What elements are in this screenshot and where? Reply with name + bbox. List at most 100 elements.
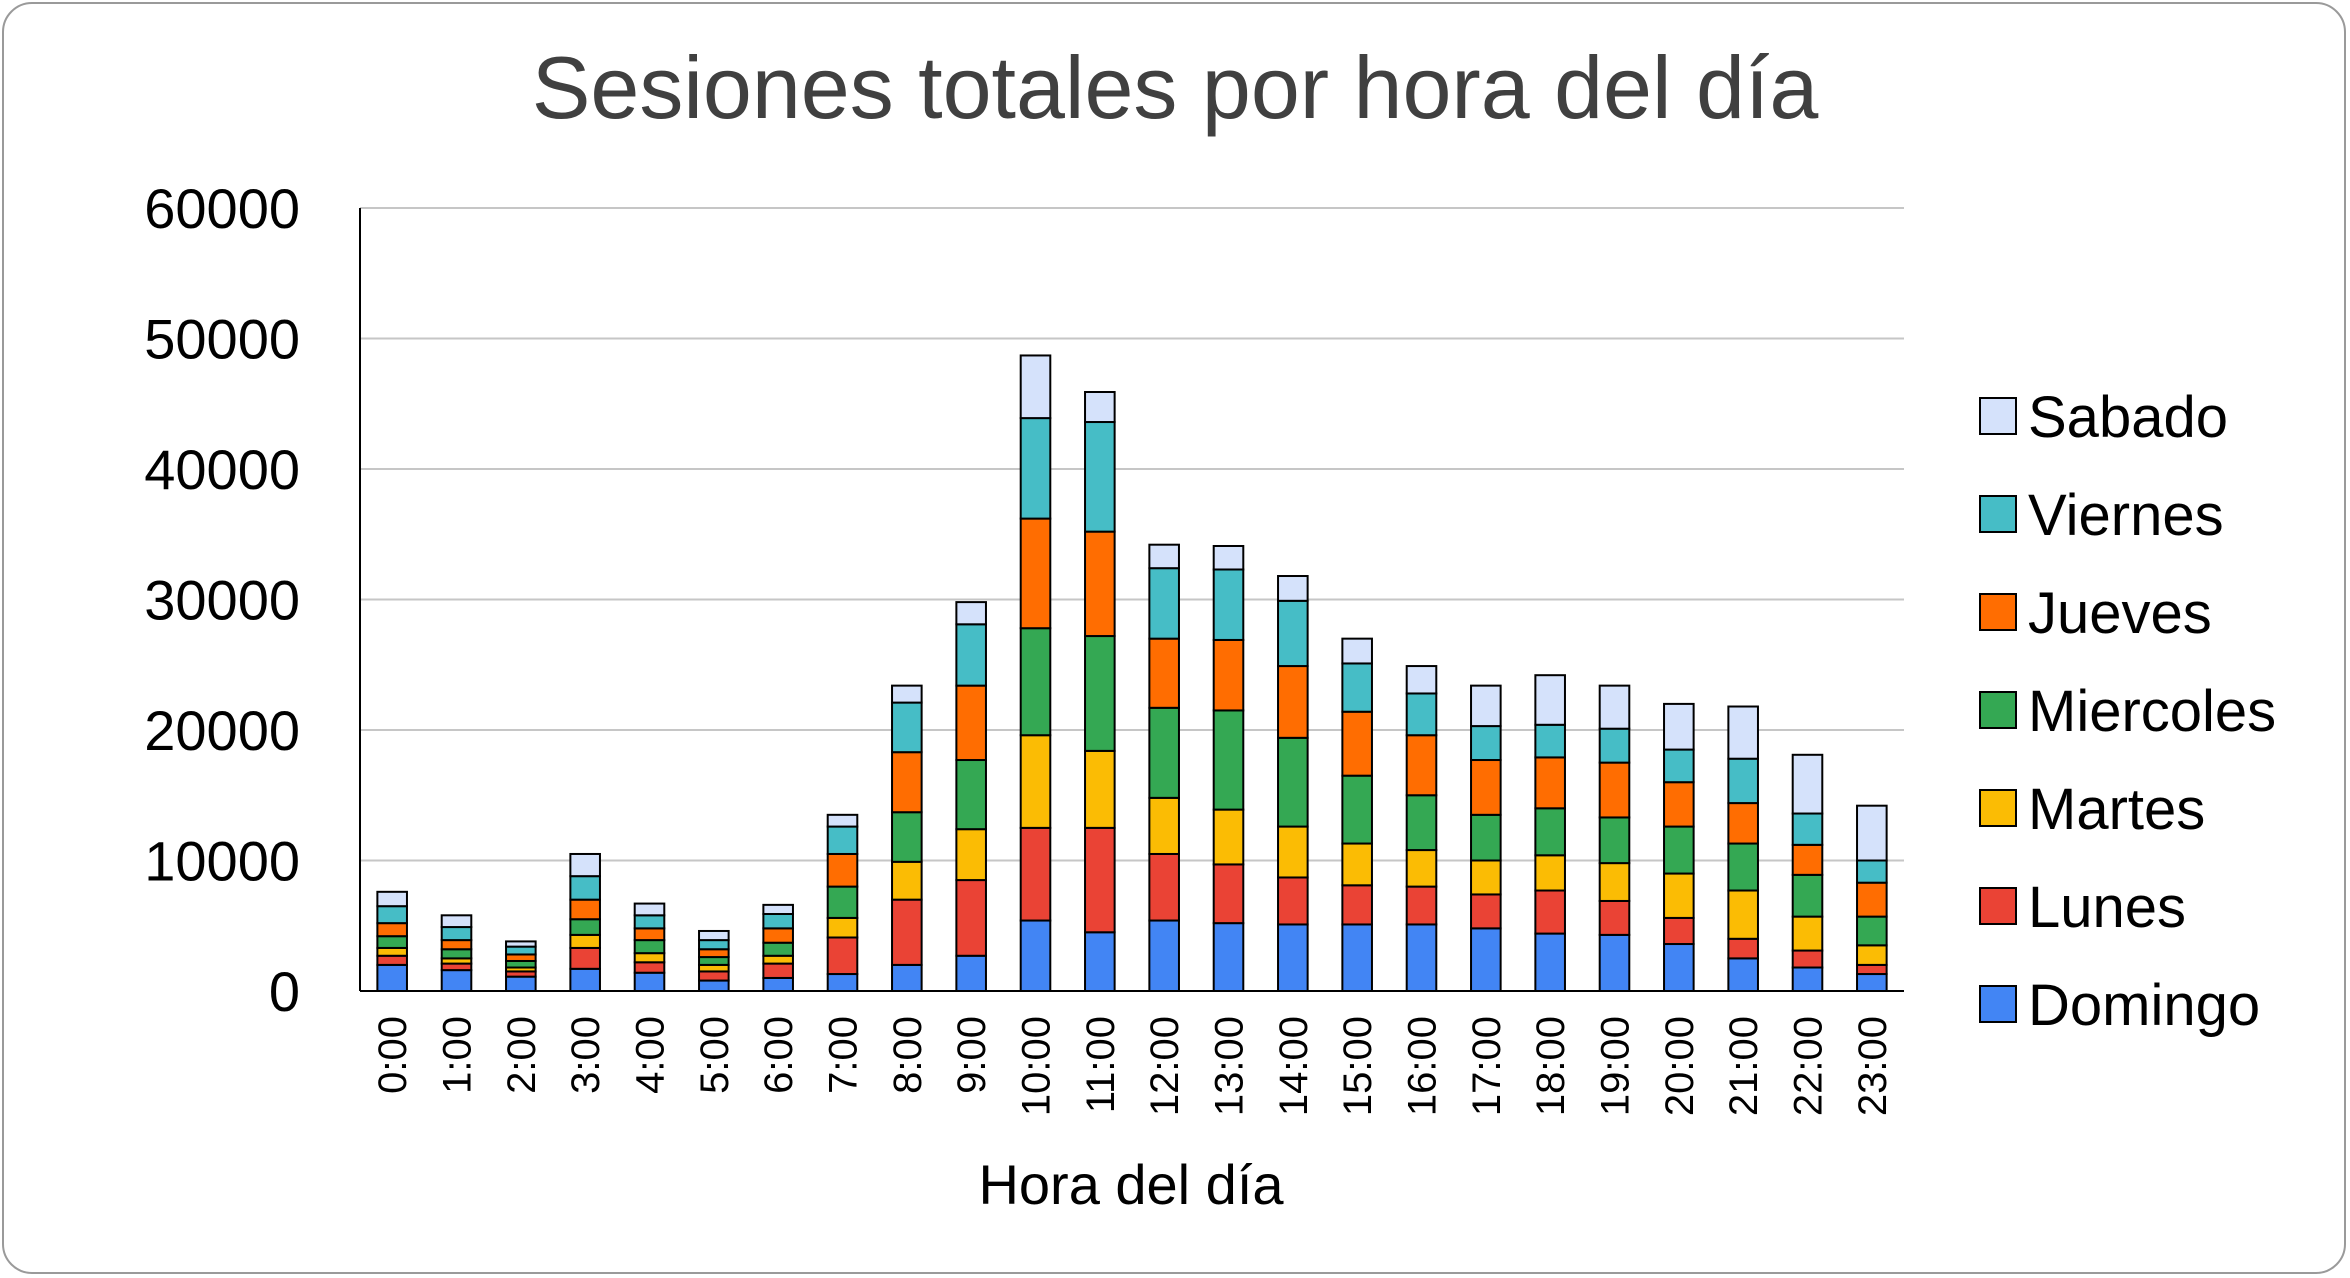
bar-segment-miercoles-100	[440, 948, 473, 960]
bar-segment-domingo-2100	[1727, 957, 1759, 992]
bar-segment-sabado-2000	[1663, 702, 1695, 751]
x-tick-label: 7:00	[822, 1016, 866, 1094]
bar-segment-sabado-700	[826, 813, 859, 828]
bar-segment-domingo-200	[505, 975, 537, 993]
bar-segment-jueves-2200	[1791, 843, 1824, 876]
bar-segment-domingo-800	[891, 963, 923, 993]
bar-segment-jueves-800	[891, 751, 923, 814]
bar-segment-viernes-1500	[1341, 662, 1373, 713]
bar-segment-sabado-1000	[1019, 354, 1052, 420]
y-tick-label: 60000	[144, 177, 300, 240]
bar-segment-lunes-300	[569, 946, 601, 970]
bar-segment-jueves-1800	[1534, 756, 1566, 810]
bar-segment-lunes-1800	[1534, 889, 1566, 935]
bar-segment-miercoles-1800	[1534, 807, 1566, 857]
bar-segment-lunes-1900	[1598, 899, 1631, 936]
bar-segment-lunes-1200	[1148, 852, 1180, 922]
bar-segment-jueves-400	[633, 927, 666, 942]
bar-segment-jueves-500	[698, 948, 730, 959]
bar-segment-domingo-600	[762, 976, 794, 993]
bars	[376, 354, 1888, 993]
bar-segment-sabado-1100	[1084, 391, 1116, 424]
bar-segment-sabado-200	[505, 940, 537, 948]
bar-segment-sabado-300	[569, 852, 601, 878]
bar-segment-lunes-2000	[1663, 916, 1695, 946]
x-tick-label: 9:00	[950, 1016, 994, 1094]
bar-segment-jueves-2300	[1856, 881, 1888, 918]
bar-segment-domingo-2300	[1856, 973, 1888, 992]
bar-segment-jueves-2000	[1663, 781, 1695, 828]
bar-segment-sabado-2200	[1791, 753, 1824, 815]
bar-segment-miercoles-2000	[1663, 825, 1695, 875]
bar-segment-lunes-400	[633, 961, 666, 974]
bar-segment-miercoles-1000	[1019, 627, 1052, 737]
bar-segment-martes-1300	[1212, 808, 1245, 866]
x-tick-label: 15:00	[1336, 1016, 1380, 1116]
legend-swatch-jueves	[1979, 593, 2017, 631]
bar-segment-sabado-1400	[1277, 575, 1309, 602]
bar-segment-sabado-600	[762, 903, 794, 916]
bar-segment-miercoles-1300	[1212, 709, 1245, 811]
x-tick-label: 5:00	[693, 1016, 737, 1094]
bar-segment-miercoles-1400	[1277, 736, 1309, 828]
bar-segment-miercoles-1500	[1341, 774, 1373, 845]
bar-segment-sabado-1900	[1598, 684, 1631, 730]
bar-segment-miercoles-1100	[1084, 635, 1116, 752]
bar-segment-jueves-1700	[1470, 759, 1502, 816]
bar-segment-miercoles-000	[376, 935, 408, 949]
bar-segment-martes-2300	[1856, 944, 1888, 966]
bar-segment-viernes-900	[955, 623, 987, 687]
bar-segment-lunes-900	[955, 879, 987, 957]
bar-segment-martes-700	[826, 916, 859, 939]
bar-segment-domingo-500	[698, 979, 730, 992]
y-tick-label: 20000	[144, 699, 300, 762]
x-axis-label: Hora del día	[978, 1153, 1284, 1216]
bar-segment-jueves-1000	[1019, 517, 1052, 630]
bar-segment-viernes-1300	[1212, 568, 1245, 641]
legend-swatch-miercoles	[1979, 691, 2017, 729]
bar-segment-viernes-100	[440, 926, 473, 942]
x-tick-label: 23:00	[1851, 1016, 1895, 1116]
bar-segment-jueves-300	[569, 898, 601, 921]
bar-segment-lunes-500	[698, 970, 730, 982]
bar-segment-sabado-2100	[1727, 705, 1759, 760]
bar-segment-martes-000	[376, 946, 408, 957]
legend-label-miercoles: Miercoles	[2028, 679, 2276, 744]
gridlines	[360, 207, 1904, 862]
bar-segment-martes-1800	[1534, 854, 1566, 892]
bar-segment-lunes-000	[376, 954, 408, 966]
bar-segment-domingo-1900	[1598, 933, 1631, 993]
bar-segment-martes-1600	[1405, 849, 1438, 888]
bar-segment-viernes-400	[633, 914, 666, 930]
bar-segment-martes-2000	[1663, 872, 1695, 919]
bar-segment-jueves-1500	[1341, 710, 1373, 777]
x-tick-label: 6:00	[757, 1016, 801, 1094]
bar-segment-domingo-2000	[1663, 943, 1695, 993]
bar-segment-sabado-1500	[1341, 637, 1373, 665]
bar-segment-sabado-800	[891, 684, 923, 704]
x-tick-label: 11:00	[1079, 1016, 1123, 1113]
legend-label-viernes: Viernes	[2028, 483, 2224, 548]
bar-segment-lunes-1600	[1405, 885, 1438, 926]
bar-segment-sabado-000	[376, 890, 408, 908]
x-tick-label: 18:00	[1529, 1016, 1573, 1116]
bar-segment-viernes-2000	[1663, 748, 1695, 784]
bar-segment-miercoles-500	[698, 956, 730, 966]
bar-segment-martes-1400	[1277, 825, 1309, 879]
bar-segment-lunes-600	[762, 962, 794, 979]
bar-segment-lunes-1500	[1341, 884, 1373, 926]
bar-segment-domingo-1200	[1148, 919, 1180, 993]
bar-segment-jueves-1100	[1084, 530, 1116, 638]
bar-segment-sabado-1800	[1534, 674, 1566, 726]
x-tick-label: 1:00	[436, 1016, 480, 1094]
legend-label-martes: Martes	[2028, 777, 2205, 842]
bar-segment-lunes-1100	[1084, 826, 1116, 934]
bar-segment-viernes-1000	[1019, 417, 1052, 520]
x-tick-label: 21:00	[1722, 1016, 1766, 1116]
bar-segment-martes-2100	[1727, 889, 1759, 940]
bar-segment-viernes-1100	[1084, 421, 1116, 533]
bar-segment-viernes-1400	[1277, 599, 1309, 668]
bar-segment-viernes-200	[505, 945, 537, 956]
bar-segment-martes-1500	[1341, 842, 1373, 887]
